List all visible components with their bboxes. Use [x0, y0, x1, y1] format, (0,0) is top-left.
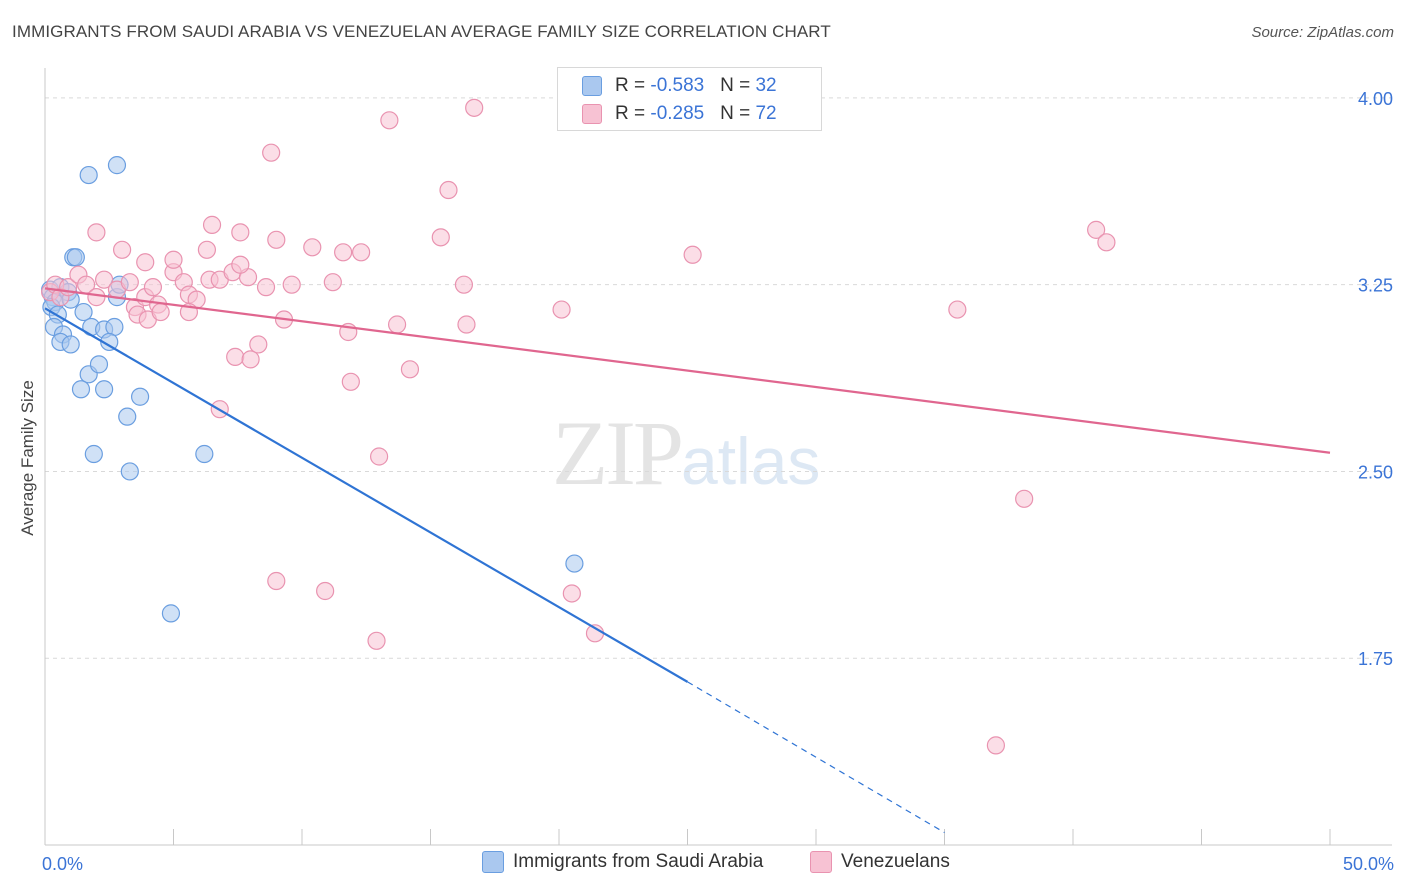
- chart-title: IMMIGRANTS FROM SAUDI ARABIA VS VENEZUEL…: [12, 22, 831, 41]
- legend-n-value: 72: [755, 103, 777, 124]
- venezuelan-point: [303, 238, 322, 257]
- y-tick-label: 4.00: [1358, 89, 1393, 109]
- venezuelan-point: [387, 315, 407, 334]
- saudi-point: [118, 407, 137, 426]
- legend-swatch-pink: [582, 104, 602, 124]
- legend-r-value: -0.583: [650, 75, 705, 96]
- venezuelan-point: [400, 360, 420, 379]
- venezuelan-point: [87, 288, 106, 307]
- legend-row-saudi: R = -0.583 N = 32: [582, 73, 777, 99]
- legend-n-label: N =: [720, 103, 756, 124]
- venezuelan-point: [249, 335, 268, 354]
- legend-r-label: R =: [615, 103, 651, 124]
- venezuelan-point: [986, 736, 1006, 755]
- saudi-point: [565, 554, 584, 573]
- series-legend: Immigrants from Saudi Arabia Venezuelans: [0, 851, 1406, 877]
- watermark: ZIPatlas: [552, 400, 820, 506]
- series-legend-venezuelans: Venezuelans: [810, 851, 950, 873]
- saudi-point: [66, 248, 85, 267]
- saudi-trend-extension: [687, 681, 945, 834]
- saudi-point: [195, 444, 214, 464]
- series-legend-saudi: Immigrants from Saudi Arabia: [482, 851, 763, 873]
- venezuelan-point: [241, 350, 260, 369]
- saudi-point: [107, 156, 127, 175]
- legend-n-label: N =: [720, 75, 756, 96]
- saudi-point: [84, 444, 103, 464]
- saudi-point: [74, 302, 93, 322]
- series-swatch-pink: [810, 851, 832, 873]
- venezuelan-point: [136, 253, 155, 272]
- watermark-zip: ZIP: [552, 402, 684, 504]
- venezuelan-point: [316, 581, 335, 601]
- venezuelan-point: [341, 372, 360, 391]
- venezuelan-point: [202, 215, 222, 234]
- venezuelan-point: [562, 584, 581, 603]
- venezuelan-point: [334, 243, 353, 262]
- saudi-point: [120, 462, 139, 481]
- watermark-atlas: atlas: [681, 424, 821, 498]
- legend-row-venezuelans: R = -0.285 N = 72: [582, 101, 777, 127]
- venezuelan-point: [164, 250, 183, 269]
- venezuelan-point: [439, 180, 458, 200]
- y-tick-label: 3.25: [1358, 276, 1393, 296]
- venezuelan-point: [120, 273, 139, 292]
- y-axis-label: Average Family Size: [18, 380, 37, 536]
- venezuelan-point: [282, 275, 301, 294]
- legend-r-label: R =: [615, 75, 651, 96]
- venezuelan-point: [367, 631, 386, 650]
- y-tick-label: 2.50: [1358, 462, 1393, 482]
- saudi-point: [79, 165, 98, 185]
- venezuelan-trend-line: [44, 287, 1331, 454]
- venezuelan-point: [948, 300, 967, 319]
- venezuelan-point: [1097, 233, 1116, 252]
- venezuelan-point: [256, 278, 276, 297]
- venezuelan-point: [1087, 220, 1106, 239]
- legend: R = -0.583 N = 32 R = -0.285 N = 72: [557, 67, 822, 131]
- venezuelan-point: [231, 223, 250, 242]
- y-tick-label: 1.75: [1358, 649, 1393, 669]
- venezuelan-point: [267, 571, 286, 591]
- venezuelan-point: [457, 315, 476, 334]
- venezuelan-point: [352, 243, 371, 262]
- legend-spacer: [704, 103, 720, 125]
- venezuelan-point: [87, 223, 106, 242]
- series-swatch-blue: [482, 851, 504, 873]
- saudi-point: [161, 604, 181, 623]
- series-legend-label: Immigrants from Saudi Arabia: [513, 851, 764, 872]
- venezuelan-point: [370, 447, 389, 466]
- x-tick-label: 0.0%: [42, 854, 83, 874]
- legend-swatch-blue: [582, 76, 602, 96]
- venezuelan-point: [380, 111, 399, 130]
- saudi-point: [130, 387, 150, 406]
- legend-r-value: -0.285: [650, 103, 705, 124]
- saudi-point: [71, 380, 91, 399]
- venezuelan-point: [323, 273, 342, 292]
- venezuelan-point: [143, 278, 163, 297]
- venezuelan-point: [465, 98, 484, 117]
- chart-source: Source: ZipAtlas.com: [1251, 24, 1394, 41]
- venezuelan-point: [95, 270, 114, 289]
- venezuelan-point: [267, 230, 286, 249]
- venezuelan-point: [454, 275, 474, 294]
- saudi-point: [89, 355, 109, 374]
- venezuelan-point: [112, 240, 132, 259]
- venezuelan-point: [231, 255, 250, 274]
- venezuelan-point: [226, 347, 245, 366]
- venezuelan-point: [683, 245, 702, 264]
- venezuelan-point: [151, 302, 170, 322]
- legend-spacer: [704, 75, 720, 97]
- venezuelan-point: [552, 300, 571, 319]
- venezuelan-point: [197, 240, 217, 259]
- venezuelan-point: [1015, 489, 1034, 508]
- legend-n-value: 32: [755, 75, 777, 96]
- x-tick-label: 50.0%: [1343, 854, 1394, 874]
- saudi-trend-line: [44, 307, 689, 683]
- venezuelan-point: [262, 143, 281, 162]
- saudi-point: [95, 380, 114, 399]
- saudi-point: [61, 335, 80, 354]
- venezuelan-point: [431, 228, 450, 247]
- series-legend-label: Venezuelans: [841, 851, 950, 872]
